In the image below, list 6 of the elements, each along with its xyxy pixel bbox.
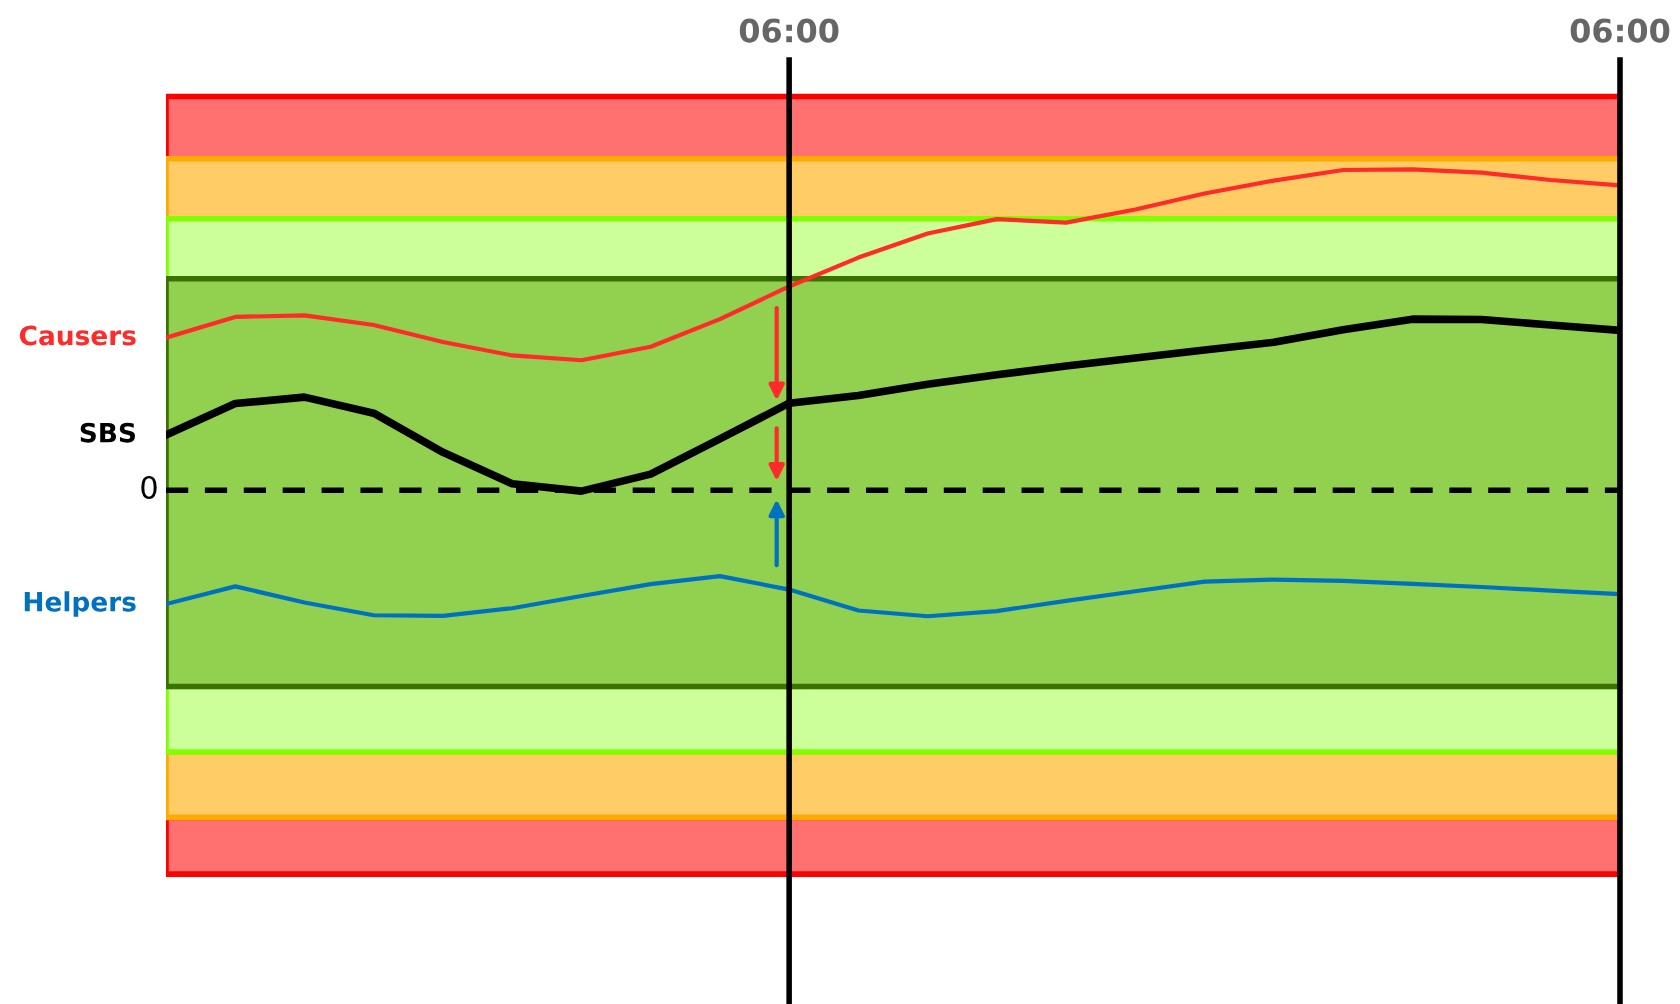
series-label: SBS bbox=[80, 422, 135, 443]
series-label: Causers bbox=[19, 325, 136, 346]
x-tick-label: 06:00 bbox=[1570, 18, 1670, 43]
ref-line-label: 0 bbox=[141, 475, 157, 500]
series-label: Helpers bbox=[24, 591, 136, 617]
x-tick-label: 06:00 bbox=[739, 18, 839, 43]
